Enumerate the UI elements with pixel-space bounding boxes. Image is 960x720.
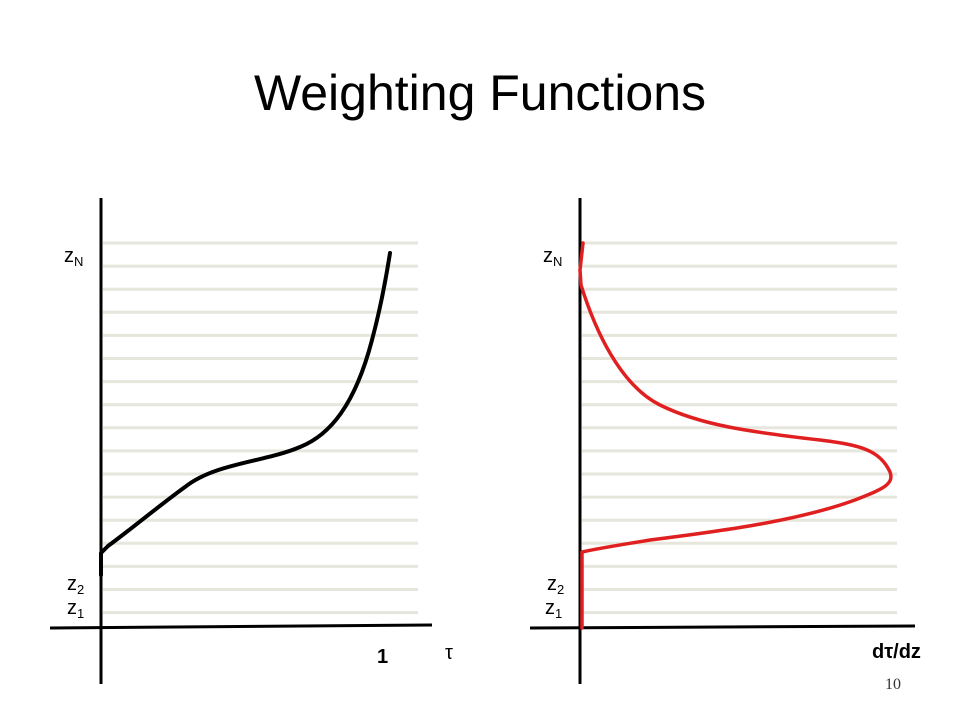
left-layer-lines	[103, 241, 418, 615]
left-label-z2: z2	[67, 573, 84, 597]
left-label-z1: z1	[67, 597, 84, 621]
left-x-axis-label: τ	[445, 642, 453, 664]
right-label-z2: z2	[547, 573, 564, 597]
right-x-axis	[529, 624, 916, 630]
page-number: 10	[885, 676, 901, 693]
left-tau-curve	[99, 251, 392, 577]
left-label-zN: zN	[64, 245, 83, 269]
right-label-zN: zN	[543, 245, 562, 269]
left-x-tick-1: 1	[377, 646, 388, 668]
right-x-axis-label: dτ/dz	[872, 641, 921, 663]
slide-title: Weighting Functions	[253, 65, 707, 121]
right-dtau-dz-curve	[578, 241, 893, 630]
left-x-axis	[49, 623, 433, 630]
left-axes	[49, 198, 433, 684]
right-label-z1: z1	[545, 597, 562, 621]
